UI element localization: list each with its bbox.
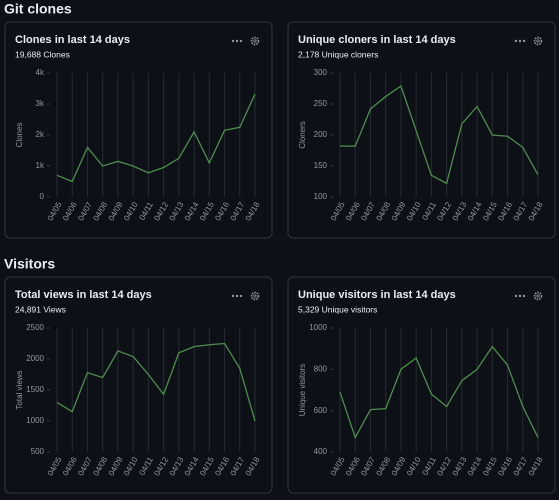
gear-icon [533,291,543,301]
menu-dot [235,294,239,298]
y-tick-label: 400 [314,447,328,456]
menu-dot [514,294,518,298]
y-tick-label: 800 [314,364,328,373]
gear-hole [536,294,540,298]
y-tick-label: 2k [36,130,45,139]
y-tick-label: 1k [36,161,45,170]
settings-button[interactable] [250,36,260,46]
y-tick-label: 250 [314,99,328,108]
menu-dot [231,294,235,298]
gear-icon [250,36,260,46]
card-subtitle: 24,891 Views [15,304,66,314]
settings-button[interactable] [250,291,260,301]
y-tick-label: 3k [36,99,45,108]
gear-icon [533,36,543,46]
menu-dot [239,294,243,298]
settings-button[interactable] [533,36,543,46]
menu-dot [518,294,522,298]
data-line [339,345,539,440]
card-subtitle: 2,178 Unique cloners [298,49,378,59]
y-tick-label: 0 [40,192,45,201]
gear-hole [253,39,257,43]
menu-dot [235,39,239,43]
y-axis-label: Unique visitors [298,364,307,416]
section-heading: Visitors [4,256,55,272]
card-title: Unique visitors in last 14 days [298,289,456,301]
card-subtitle: 19,688 Clones [15,49,70,59]
y-tick-label: 1000 [309,323,327,332]
card-title: Unique cloners in last 14 days [298,34,456,46]
menu-dot [514,39,518,43]
gear-hole [536,39,540,43]
gear-hole [253,294,257,298]
y-axis-label: Total views [15,370,24,409]
card-subtitle: 5,329 Unique visitors [298,304,377,314]
y-tick-label: 1000 [26,416,44,425]
menu-dot [518,39,522,43]
y-axis-label: Cloners [298,121,307,149]
settings-button[interactable] [533,291,543,301]
data-line [56,342,256,422]
y-tick-label: 150 [314,161,328,170]
menu-dot [522,39,526,43]
gear-icon [250,291,260,301]
y-tick-label: 100 [314,192,328,201]
y-axis-label: Clones [15,123,24,148]
y-tick-label: 600 [314,406,328,415]
y-tick-label: 300 [314,68,328,77]
menu-dot [239,39,243,43]
data-line [56,93,256,183]
y-tick-label: 1500 [26,385,44,394]
data-line [340,84,539,185]
card-title: Total views in last 14 days [15,289,152,301]
y-tick-label: 200 [314,130,328,139]
y-tick-label: 4k [36,68,45,77]
section-heading: Git clones [4,1,72,17]
menu-dot [522,294,526,298]
card-title: Clones in last 14 days [15,34,130,46]
y-tick-label: 500 [31,447,45,456]
y-tick-label: 2000 [26,354,44,363]
y-tick-label: 2500 [26,323,44,332]
menu-dot [231,39,235,43]
